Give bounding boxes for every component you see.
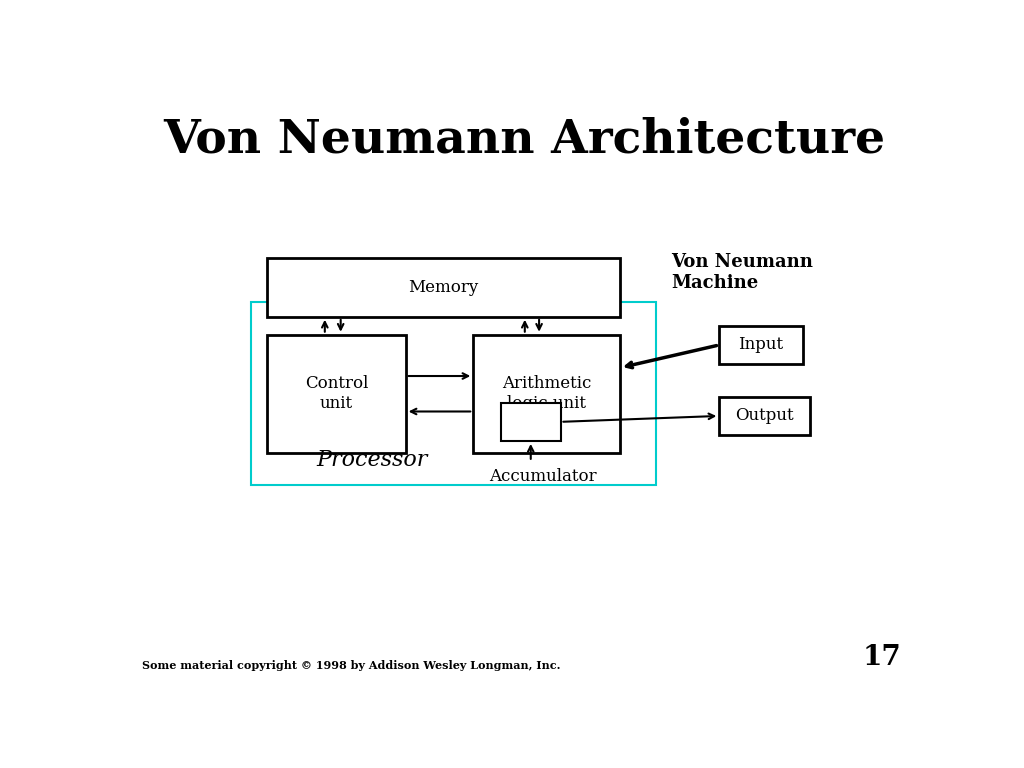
Bar bbox=[501, 402, 560, 441]
Bar bbox=[267, 335, 406, 453]
Text: Accumulator: Accumulator bbox=[488, 468, 596, 485]
Text: Some material copyright © 1998 by Addison Wesley Longman, Inc.: Some material copyright © 1998 by Addiso… bbox=[142, 660, 561, 670]
Text: Von Neumann
Machine: Von Neumann Machine bbox=[672, 253, 813, 292]
Text: Control
unit: Control unit bbox=[304, 376, 368, 412]
Bar bbox=[267, 258, 621, 317]
Text: Von Neumann Architecture: Von Neumann Architecture bbox=[164, 117, 886, 163]
Bar bbox=[251, 302, 655, 485]
Text: 17: 17 bbox=[863, 644, 902, 670]
Bar bbox=[473, 335, 621, 453]
Text: Output: Output bbox=[735, 408, 795, 425]
Text: Memory: Memory bbox=[409, 279, 478, 296]
Bar bbox=[719, 397, 811, 435]
Bar bbox=[719, 326, 803, 364]
Text: Arithmetic
logic unit: Arithmetic logic unit bbox=[502, 376, 591, 412]
Text: Input: Input bbox=[738, 336, 783, 353]
Text: Processor: Processor bbox=[316, 449, 428, 471]
